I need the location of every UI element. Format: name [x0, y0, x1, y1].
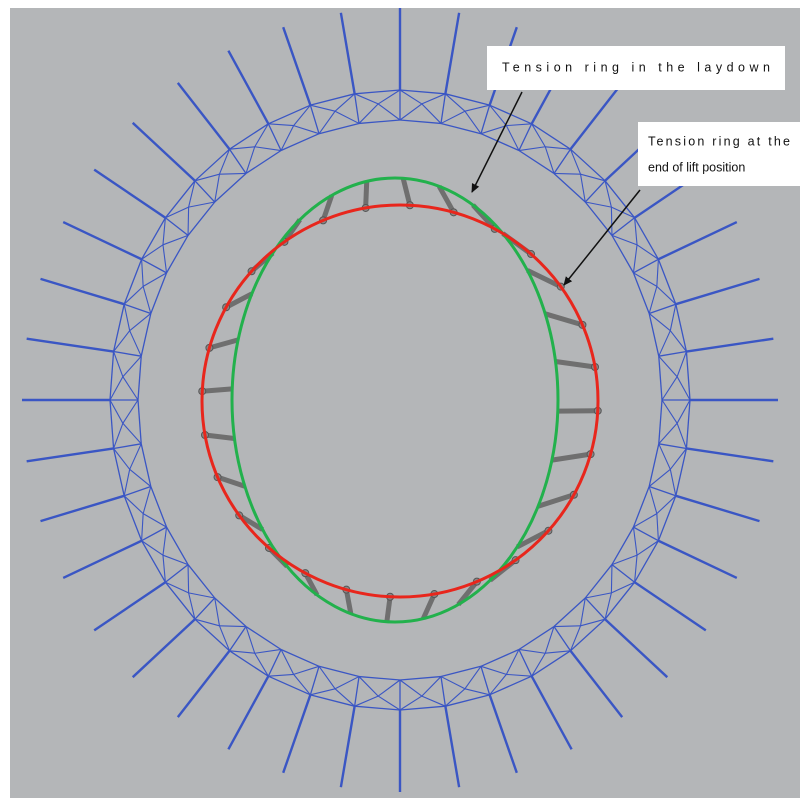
- callout-box: [638, 122, 800, 186]
- callout-text: Tension ring at the: [648, 134, 790, 148]
- callout-text: end of lift position: [648, 160, 745, 174]
- connector: [202, 389, 232, 391]
- brace: [219, 173, 246, 174]
- connector: [205, 435, 234, 439]
- brace: [554, 626, 581, 627]
- figure: Tension ring in the laydown Tension ring…: [0, 0, 804, 804]
- brace: [611, 565, 612, 593]
- brace: [219, 626, 246, 627]
- brace: [188, 207, 189, 235]
- brace: [611, 207, 612, 235]
- brace: [554, 173, 581, 174]
- brace: [188, 565, 189, 593]
